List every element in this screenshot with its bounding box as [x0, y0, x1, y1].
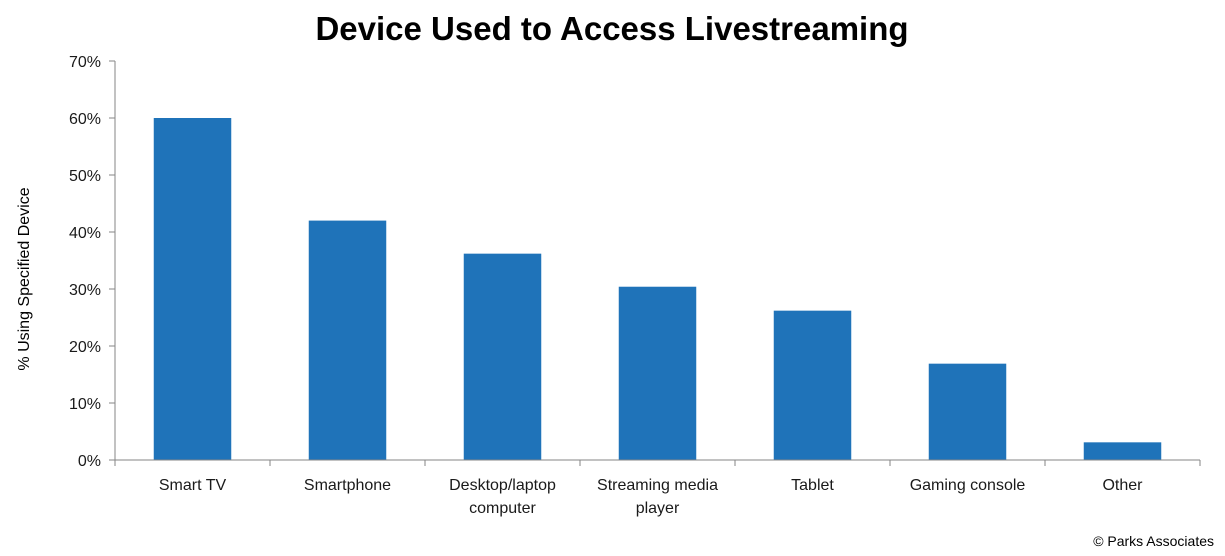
y-tick-label: 60% [69, 111, 101, 128]
y-axis-label: % Using Specified Device [16, 187, 33, 370]
x-tick-label: Gaming console [910, 477, 1026, 494]
x-axis-labels: Smart TV Smartphone Desktop/laptop computer… [114, 460, 1201, 517]
x-tick-label: Smart TV [159, 477, 227, 494]
bar [308, 220, 387, 460]
chart-title: Device Used to Access Livestreaming [315, 10, 908, 47]
y-tick-label: 0% [78, 453, 101, 470]
y-tick-label: 10% [69, 396, 101, 413]
x-tick-label: Tablet [791, 477, 834, 494]
y-tick-label: 70% [69, 54, 101, 71]
x-tick-label: Desktop/laptop computer [449, 477, 556, 517]
bars [153, 118, 1162, 460]
y-tick-label: 40% [69, 225, 101, 242]
bar [463, 253, 542, 460]
bar [773, 310, 852, 460]
bar [153, 118, 232, 460]
bar [928, 363, 1007, 460]
x-tick-label: Streaming media player [597, 477, 718, 517]
y-tick-label: 20% [69, 339, 101, 356]
credit-text: © Parks Associates [1093, 533, 1214, 549]
y-tick-label: 30% [69, 282, 101, 299]
x-tick-label: Smartphone [304, 477, 391, 494]
y-tick-label: 50% [69, 168, 101, 185]
x-tick-label: Other [1102, 477, 1143, 494]
bar [618, 286, 697, 460]
y-axis-ticks: 0% 10% 20% 30% 40% 50% 60% 70% [69, 54, 115, 470]
bar [1083, 442, 1162, 460]
